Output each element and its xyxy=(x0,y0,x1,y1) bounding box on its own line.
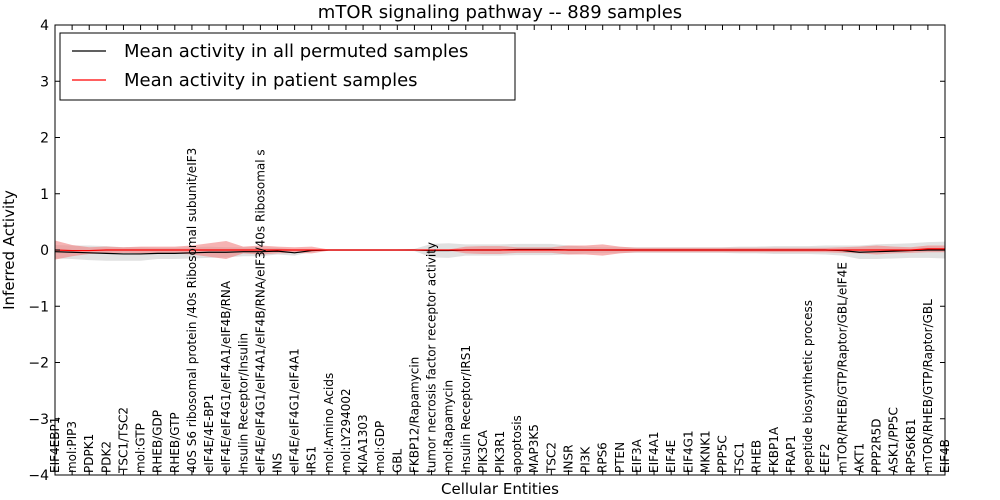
category-label: TSC2 xyxy=(544,442,558,474)
category-label: RHEB xyxy=(750,440,764,473)
category-label: EIF4B xyxy=(938,439,952,473)
category-label: FKBP12/Rapamycin xyxy=(407,357,421,473)
category-label: INSR xyxy=(561,445,575,473)
category-label: PIK3R1 xyxy=(493,431,507,473)
category-label: TSC1/TSC2 xyxy=(116,407,130,474)
category-label: PIK3CA xyxy=(476,429,490,473)
legend-box xyxy=(59,32,516,101)
y-tick-label: −4 xyxy=(28,468,49,484)
category-label: MAP3K5 xyxy=(527,424,541,473)
legend: Mean activity in all permuted samples Mea… xyxy=(59,32,516,101)
category-label: AKT1 xyxy=(852,443,866,473)
y-tick-label: −3 xyxy=(28,412,49,428)
category-label: MKNK1 xyxy=(698,430,712,473)
category-label: PI3K xyxy=(579,446,593,473)
category-label: apoptosis xyxy=(510,415,524,473)
legend-label-2: Mean activity in patient samples xyxy=(124,70,418,91)
category-label: eIF4E/eIF4G1/eIF4A1/eIF4B/RNA/eIF3/40s R… xyxy=(253,149,267,473)
category-label: eIF4E/eIF4G1/eIF4A1 xyxy=(288,348,302,473)
category-label: FKBP1A xyxy=(767,426,781,473)
y-tick-label: 4 xyxy=(40,18,49,34)
category-label: 40S S6 ribosomal protein /40s Ribosomal … xyxy=(185,148,199,473)
y-tick-label: −1 xyxy=(28,299,49,315)
category-label: EIF4E xyxy=(664,440,678,473)
axis-ticks: −4 −3 −2 −1 0 1 2 3 4 xyxy=(28,18,946,484)
category-label: mol:Amino Acids xyxy=(322,373,336,473)
category-label: INS xyxy=(271,453,285,473)
category-label: peptide biosynthetic process xyxy=(801,300,815,473)
y-tick-label: −2 xyxy=(28,356,49,372)
category-label: EEF2 xyxy=(818,443,832,473)
category-label: EIF3A xyxy=(630,438,644,473)
category-label: mol:LY294002 xyxy=(339,388,353,473)
category-label: PPP2R5D xyxy=(870,418,884,473)
y-tick-label: 1 xyxy=(40,187,49,203)
y-axis-label: Inferred Activity xyxy=(0,190,18,310)
category-label: KIAA1303 xyxy=(356,414,370,473)
chart-title: mTOR signaling pathway -- 889 samples xyxy=(318,2,682,23)
category-label: RPS6KB1 xyxy=(904,418,918,473)
category-label: mol:GTP xyxy=(134,423,148,473)
category-label: FRAP1 xyxy=(784,435,798,473)
category-label: TSC1 xyxy=(733,442,747,474)
category-label: EIF4A1 xyxy=(647,431,661,473)
category-label: eIF4E/eIF4G1/eIF4A1/eIF4B/RNA xyxy=(219,280,233,473)
y-tick-label: 0 xyxy=(40,243,49,259)
category-label: Insulin Receptor/IRS1 xyxy=(459,345,473,473)
category-label: IRS1 xyxy=(305,446,319,473)
category-label: eIF4E/4E-BP1 xyxy=(202,394,216,473)
category-label: PTEN xyxy=(613,442,627,473)
category-label: RHEB/GTP xyxy=(168,412,182,473)
category-labels: EIF4EBP1 mol:PIP3 PDPK1 PDK2 TSC1/TSC2 mol:GT… xyxy=(48,148,952,474)
line-series-2 xyxy=(54,248,945,252)
category-label: PDK2 xyxy=(99,441,113,473)
category-label: EIF4EBP1 xyxy=(48,417,62,473)
category-label: mol:GDP xyxy=(373,421,387,473)
y-tick-label: 3 xyxy=(40,74,49,90)
category-label: PPP5C xyxy=(716,435,730,473)
category-label: PDPK1 xyxy=(82,434,96,473)
category-label: tumor necrosis factor receptor activity xyxy=(425,242,439,473)
y-tick-label: 2 xyxy=(40,131,49,147)
category-label: Insulin Receptor/Insulin xyxy=(236,333,250,473)
category-label: RHEB/GDP xyxy=(151,410,165,473)
legend-label-1: Mean activity in all permuted samples xyxy=(124,41,468,62)
x-axis-label: Cellular Entities xyxy=(441,480,559,498)
category-label: mol:Rapamycin xyxy=(442,380,456,473)
category-label: GBL xyxy=(390,448,404,473)
category-label: mTOR/RHEB/GTP/Raptor/GBL xyxy=(921,299,935,473)
category-label: mTOR/RHEB/GTP/Raptor/GBL/eIF4E xyxy=(835,262,849,473)
series-lines xyxy=(54,248,945,255)
category-label: mol:PIP3 xyxy=(65,421,79,473)
category-label: RPS6 xyxy=(596,442,610,473)
category-label: ASK1/PP5C xyxy=(887,407,901,473)
category-label: EIF4G1 xyxy=(681,430,695,473)
